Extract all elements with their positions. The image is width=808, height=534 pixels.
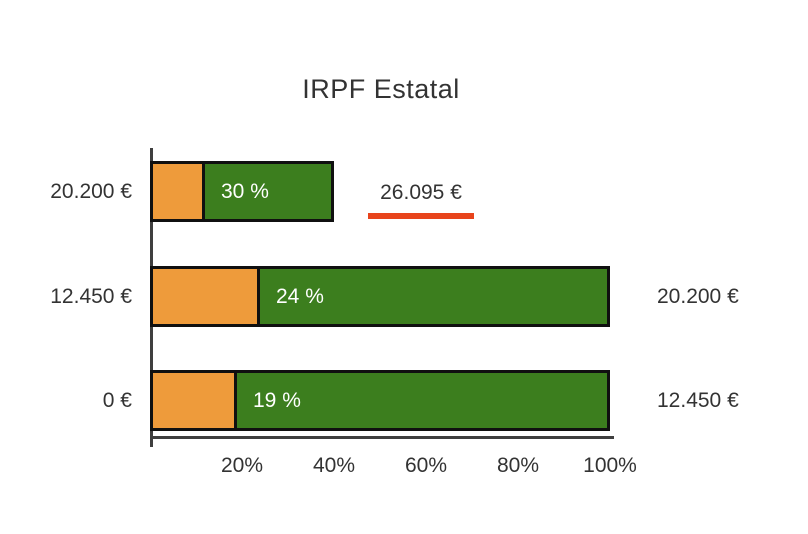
bar-row-bracket-30: 20.200 € 30 % xyxy=(0,161,808,222)
x-tick-label-60: 60% xyxy=(404,454,448,477)
bracket-upper-label: 20.200 € xyxy=(657,284,739,308)
bar-row-bracket-24: 12.450 € 24 % 20.200 € xyxy=(0,266,808,327)
stacked-bar: 30 % xyxy=(150,161,334,222)
bracket-lower-label: 0 € xyxy=(102,388,132,412)
rate-label: 30 % xyxy=(221,179,269,203)
x-axis-line xyxy=(150,436,614,439)
tax-rate-segment xyxy=(153,269,260,324)
tax-rate-segment xyxy=(153,373,237,428)
x-tick-label-40: 40% xyxy=(312,454,356,477)
income-annotation: 26.095 € xyxy=(380,181,462,204)
income-annotation-underline xyxy=(368,213,474,219)
x-tick-label-20: 20% xyxy=(220,454,264,477)
x-tick-label-100: 100% xyxy=(583,454,637,477)
bar-row-bracket-19: 0 € 19 % 12.450 € xyxy=(0,370,808,431)
bracket-upper-label: 12.450 € xyxy=(657,388,739,412)
stacked-bar: 24 % xyxy=(150,266,610,327)
rate-label: 19 % xyxy=(253,388,301,412)
bracket-lower-label: 20.200 € xyxy=(50,179,132,203)
rate-label: 24 % xyxy=(276,284,324,308)
tax-rate-segment xyxy=(153,164,205,219)
bracket-lower-label: 12.450 € xyxy=(50,284,132,308)
stacked-bar: 19 % xyxy=(150,370,610,431)
chart-title: IRPF Estatal xyxy=(302,74,460,104)
x-tick-label-80: 80% xyxy=(496,454,540,477)
